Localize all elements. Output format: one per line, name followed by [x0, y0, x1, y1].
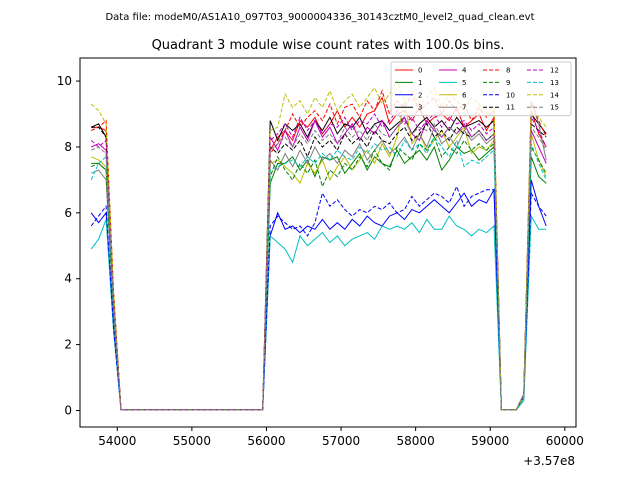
x-tick-label: 56000 — [247, 434, 285, 448]
y-tick-label: 6 — [64, 206, 72, 220]
legend-label-1: 1 — [418, 79, 422, 87]
legend-label-15: 15 — [550, 104, 559, 112]
legend-label-3: 3 — [418, 104, 422, 112]
legend-label-12: 12 — [550, 67, 559, 75]
chart-title: Quadrant 3 module wise count rates with … — [152, 38, 505, 53]
legend-label-7: 7 — [462, 104, 466, 112]
y-tick-label: 0 — [64, 404, 72, 418]
legend-label-5: 5 — [462, 79, 466, 87]
data-file-suptitle: Data file: modeM0/AS1A10_097T03_90000043… — [105, 12, 534, 23]
plot-area — [90, 79, 547, 411]
x-axis-offset-label: +3.57e8 — [523, 454, 575, 468]
y-tick-label: 10 — [57, 74, 72, 88]
legend-label-2: 2 — [418, 91, 422, 99]
y-tick-label: 4 — [64, 272, 72, 286]
series-line-15 — [91, 119, 547, 411]
x-tick-label: 60000 — [546, 434, 584, 448]
legend-label-13: 13 — [550, 79, 559, 87]
legend-label-6: 6 — [462, 91, 467, 99]
y-tick-label: 8 — [64, 140, 72, 154]
legend-label-11: 11 — [506, 104, 515, 112]
legend-label-9: 9 — [506, 79, 510, 87]
x-tick-label: 54000 — [98, 434, 136, 448]
x-tick-label: 55000 — [173, 434, 211, 448]
x-tick-label: 59000 — [471, 434, 509, 448]
legend-label-10: 10 — [506, 91, 515, 99]
series-line-8 — [90, 89, 547, 411]
legend-label-0: 0 — [418, 67, 422, 75]
series-line-12 — [90, 109, 547, 411]
series-line-9 — [90, 135, 547, 411]
axes: 54000 55000 56000 57000 58000 59000 60000 0 2 4 6 8… — [57, 74, 584, 448]
x-tick-label: 57000 — [322, 434, 360, 448]
series-line-10 — [90, 185, 547, 411]
axes-frame — [79, 57, 577, 428]
y-tick-label: 2 — [64, 338, 72, 352]
legend-label-4: 4 — [462, 67, 467, 75]
x-tick-label: 58000 — [397, 434, 435, 448]
legend-label-8: 8 — [506, 67, 510, 75]
legend-label-14: 14 — [550, 91, 559, 99]
legend-box — [390, 61, 572, 117]
